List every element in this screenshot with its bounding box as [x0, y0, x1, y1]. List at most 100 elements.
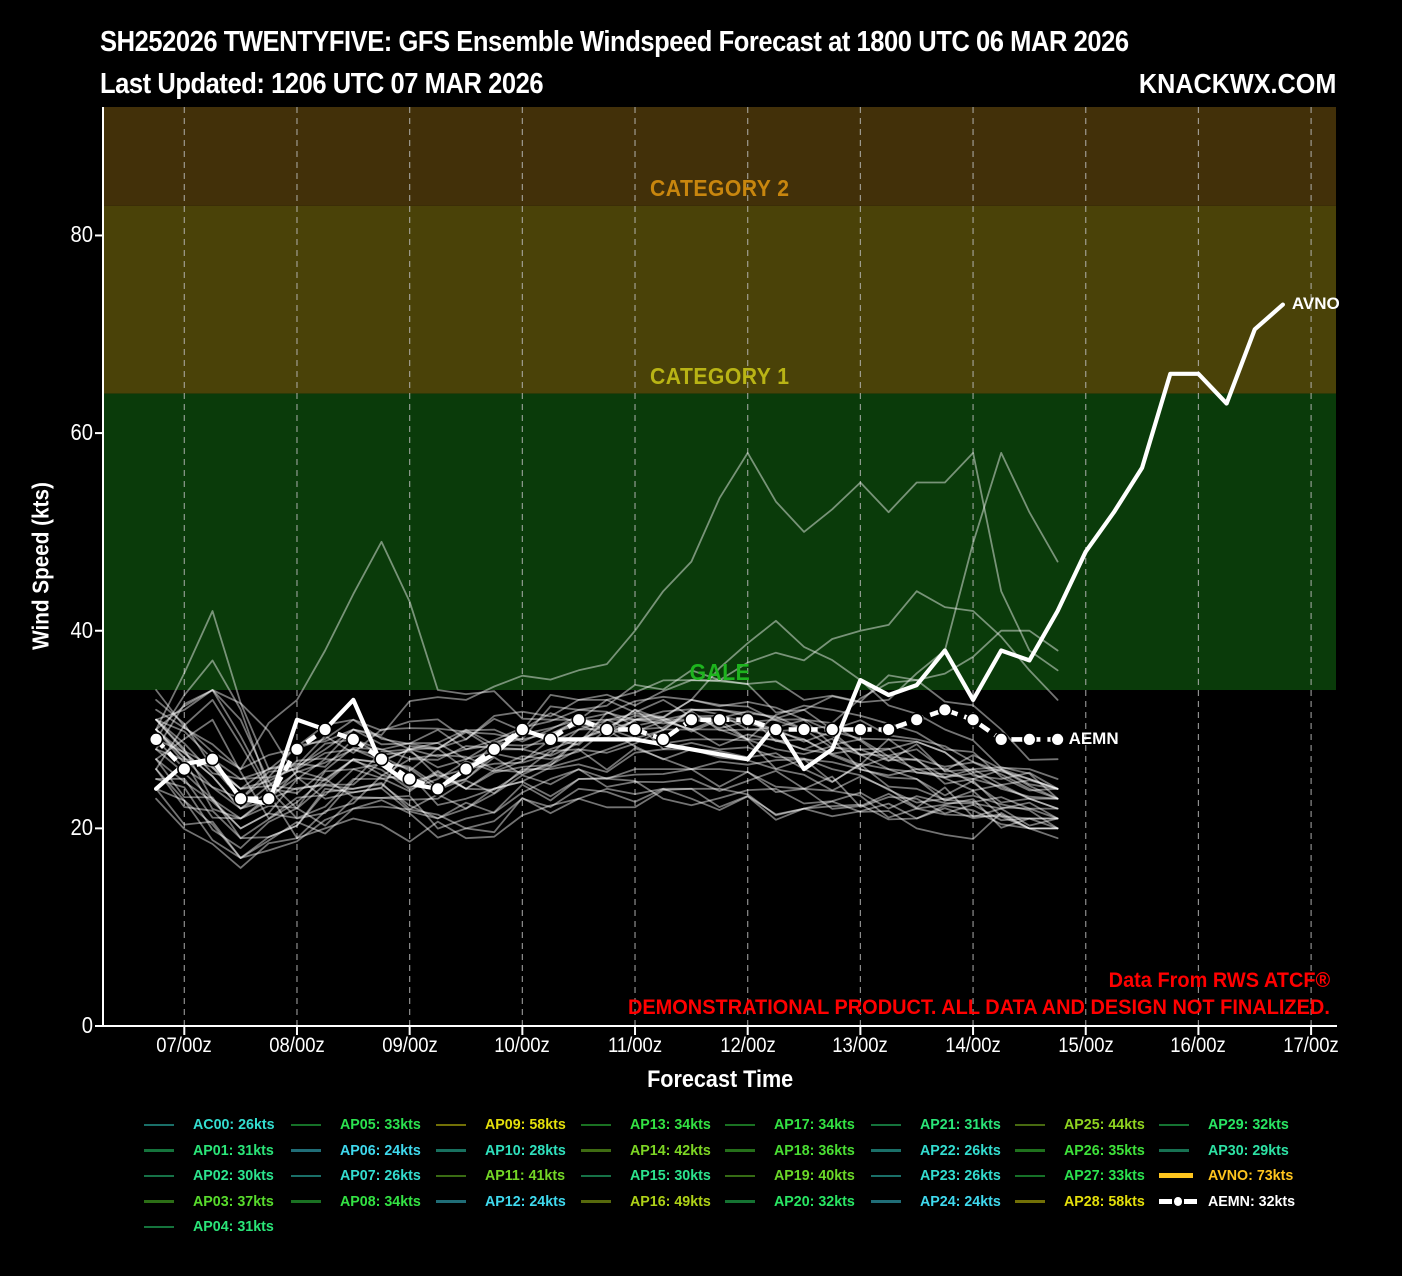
- aemn-marker: [627, 722, 643, 737]
- aemn-marker: [1050, 732, 1065, 747]
- legend-label-AVNO: AVNO: 73kts: [1208, 1167, 1294, 1185]
- aemn-marker: [881, 722, 896, 737]
- legend-label-AP22: AP22: 26kts: [920, 1141, 1001, 1159]
- member-line-AP24: [155, 787, 1059, 859]
- legend-item-AP10: AP10: 28kts: [436, 1138, 570, 1164]
- legend-item-AP02: AP02: 30kts: [144, 1163, 279, 1189]
- member-line-AP28: [155, 451, 1059, 780]
- legend-label-AP03: AP03: 37kts: [193, 1192, 274, 1210]
- legend-swatch-AP01: [144, 1149, 174, 1152]
- legend-item-AP24: AP24: 24kts: [871, 1189, 1005, 1215]
- aemn-marker: [515, 722, 530, 737]
- chart-subtitle-text: Last Updated: 1206 UTC 07 MAR 2026: [100, 68, 544, 100]
- legend-label-AP06: AP06: 24kts: [340, 1141, 421, 1159]
- legend-swatch-AP22: [871, 1149, 901, 1152]
- legend-swatch-AC00: [144, 1123, 174, 1126]
- legend-column-7: AP25: 44kts AP26: 35kts AP27: 33kts AP28: 5…: [1015, 1112, 1149, 1214]
- member-line-AP22: [155, 768, 1059, 849]
- legend-label-AP18: AP18: 36kts: [774, 1141, 855, 1159]
- legend-swatch-AP07: [291, 1174, 321, 1177]
- aemn-marker: [233, 791, 248, 806]
- legend-column-3: AP09: 58kts AP10: 28kts AP11: 41kts AP12: 2…: [436, 1112, 570, 1214]
- band-label-category-2: CATEGORY 2: [104, 175, 1336, 202]
- legend-column-8: AP29: 32kts AP30: 29kts AVNO: 73kts AEMN: 3…: [1159, 1112, 1300, 1214]
- x-tick-label-08/00z: 08/00z: [269, 1034, 325, 1057]
- aemn-marker: [684, 712, 699, 727]
- member-line-AP14: [155, 610, 1059, 792]
- legend-swatch-AP24: [871, 1200, 901, 1203]
- x-axis-label-text: Forecast Time: [646, 1066, 794, 1093]
- member-line-AP07: [155, 768, 1059, 830]
- aemn-marker: [374, 751, 389, 767]
- member-line-AP15: [155, 728, 1059, 820]
- member-line-AP10: [155, 748, 1059, 840]
- y-tick-label-0: 0: [81, 1012, 93, 1038]
- legend-label-AP25: AP25: 44kts: [1064, 1116, 1145, 1134]
- aemn-marker: [458, 761, 474, 777]
- member-line-AP19: [155, 629, 1059, 780]
- member-line-AP01: [155, 718, 1059, 820]
- legend-swatch-AP14: [581, 1149, 611, 1152]
- x-tick-label-14/00z: 14/00z: [945, 1034, 1001, 1057]
- legend-item-AP26: AP26: 35kts: [1015, 1138, 1149, 1164]
- aemn-marker: [1022, 732, 1037, 747]
- disclaimer-note-text: DEMONSTRATIONAL PRODUCT. ALL DATA AND DE…: [628, 996, 1330, 1019]
- legend-item-AP18: AP18: 36kts: [725, 1138, 859, 1164]
- x-axis-label: Forecast Time: [104, 1066, 1336, 1094]
- band-label-category-1: CATEGORY 1: [104, 363, 1336, 390]
- aemn-line-label: AEMN: [1068, 729, 1119, 749]
- y-axis-label: Wind Speed (kts): [27, 482, 54, 650]
- legend-item-AP25: AP25: 44kts: [1015, 1112, 1149, 1138]
- data-source-note: Data From RWS ATCF®: [430, 969, 1330, 993]
- band-category-1: [104, 205, 1336, 394]
- member-line-AP30: [155, 738, 1059, 830]
- legend-swatch-AP12: [436, 1200, 466, 1203]
- legend-label-AP30: AP30: 29kts: [1208, 1141, 1289, 1159]
- legend-label-AP16: AP16: 49kts: [630, 1192, 711, 1210]
- legend-column-2: AP05: 33kts AP06: 24kts AP07: 26kts AP08: 3…: [291, 1112, 425, 1214]
- avno-line: [154, 302, 1286, 806]
- aemn-marker: [571, 712, 586, 727]
- aemn-marker: [909, 712, 924, 727]
- legend-item-AP07: AP07: 26kts: [291, 1163, 425, 1189]
- chart-title: SH252026 TWENTYFIVE: GFS Ensemble Windsp…: [100, 26, 1269, 59]
- legend-item-AP08: AP08: 34kts: [291, 1189, 425, 1215]
- legend-label-AP29: AP29: 32kts: [1208, 1116, 1289, 1134]
- aemn-marker: [177, 761, 192, 777]
- member-line-AP16: [155, 540, 1059, 790]
- aemn-marker: [317, 722, 333, 737]
- legend-swatch-AP04: [144, 1225, 174, 1228]
- legend-swatch-AVNO: [1159, 1173, 1193, 1179]
- legend-swatch-AP27: [1015, 1174, 1045, 1177]
- legend-label-AP19: AP19: 40kts: [774, 1167, 855, 1185]
- legend-item-AP05: AP05: 33kts: [291, 1112, 425, 1138]
- aemn-marker: [853, 722, 868, 737]
- legend-swatch-AP08: [291, 1200, 321, 1203]
- legend-swatch-AP13: [581, 1123, 611, 1126]
- legend-item-AP23: AP23: 26kts: [871, 1163, 1005, 1189]
- legend-swatch-AP29: [1159, 1123, 1189, 1126]
- legend-item-AP29: AP29: 32kts: [1159, 1112, 1300, 1138]
- legend-item-AP20: AP20: 32kts: [725, 1189, 859, 1215]
- legend-label-AP23: AP23: 26kts: [920, 1167, 1001, 1185]
- legend-label-AP20: AP20: 32kts: [774, 1192, 855, 1210]
- member-line-AP12: [155, 787, 1059, 869]
- legend-item-AP06: AP06: 24kts: [291, 1138, 425, 1164]
- legend-swatch-AP28: [1015, 1200, 1045, 1203]
- aemn-marker: [148, 732, 164, 747]
- member-line-AP04: [155, 718, 1059, 830]
- aemn-marker: [993, 732, 1009, 747]
- legend-label-AP10: AP10: 28kts: [485, 1141, 566, 1159]
- legend-item-AP22: AP22: 26kts: [871, 1138, 1005, 1164]
- legend-swatch-AP03: [144, 1200, 174, 1203]
- x-tick-label-15/00z: 15/00z: [1057, 1034, 1114, 1057]
- member-line-AP09: [155, 451, 1059, 790]
- legend-item-AP14: AP14: 42kts: [581, 1138, 715, 1164]
- aemn-marker: [402, 771, 417, 787]
- avno-line-label: AVNO: [1291, 293, 1340, 313]
- brand-text: KNACKWX.COM: [1138, 68, 1336, 99]
- legend-label-AP07: AP07: 26kts: [340, 1167, 421, 1185]
- band-label-category-1-text: CATEGORY 1: [650, 362, 790, 389]
- legend-swatch-AP26: [1015, 1149, 1045, 1152]
- x-tick-label-11/00z: 11/00z: [607, 1034, 663, 1057]
